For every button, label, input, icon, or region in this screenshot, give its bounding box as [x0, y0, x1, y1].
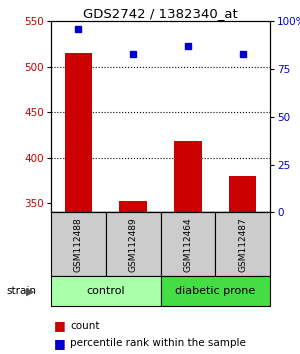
Title: GDS2742 / 1382340_at: GDS2742 / 1382340_at: [83, 7, 238, 20]
Bar: [160, 276, 270, 306]
Text: percentile rank within the sample: percentile rank within the sample: [70, 338, 246, 348]
Text: GSM112464: GSM112464: [183, 217, 192, 272]
Bar: [106, 212, 160, 276]
Bar: [229, 176, 256, 212]
Text: diabetic prone: diabetic prone: [175, 286, 255, 296]
Text: ▶: ▶: [26, 286, 34, 296]
Text: GSM112487: GSM112487: [238, 217, 247, 272]
Text: count: count: [70, 321, 100, 331]
Text: ■: ■: [54, 337, 66, 350]
Bar: [65, 53, 92, 212]
Text: GSM112488: GSM112488: [74, 217, 83, 272]
Bar: [160, 212, 215, 276]
Bar: [51, 276, 160, 306]
Bar: [174, 141, 202, 212]
Text: ■: ■: [54, 319, 66, 332]
Bar: [51, 212, 106, 276]
Text: GSM112489: GSM112489: [129, 217, 138, 272]
Text: control: control: [86, 286, 125, 296]
Bar: [119, 201, 147, 212]
Bar: [215, 212, 270, 276]
Text: strain: strain: [6, 286, 36, 296]
